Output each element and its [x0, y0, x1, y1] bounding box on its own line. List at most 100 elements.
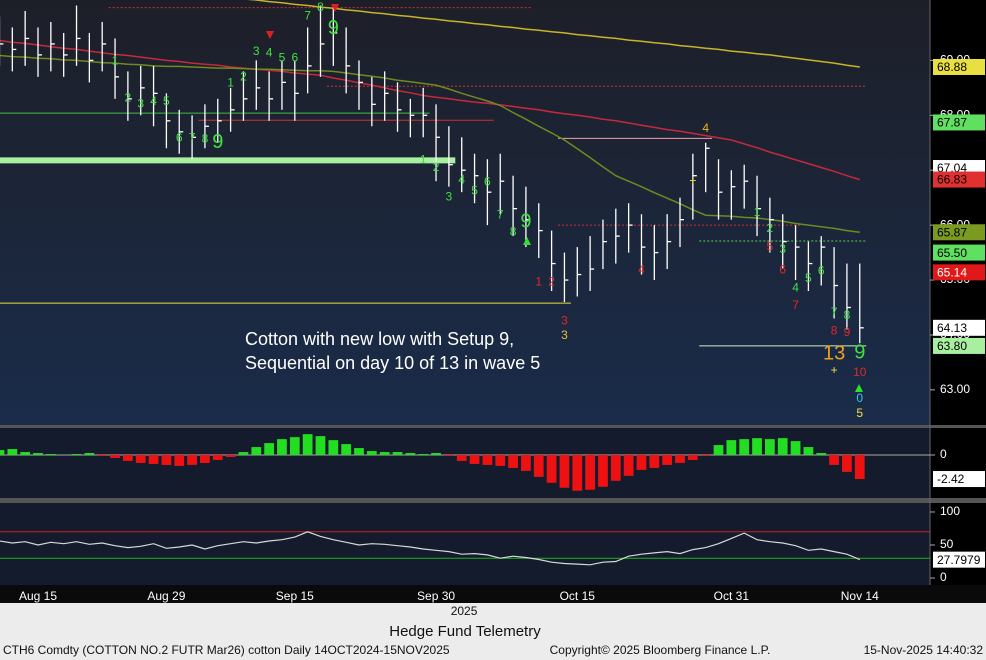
y-tick-label: 100: [940, 504, 960, 518]
moving-average: [247, 0, 860, 68]
histogram-bar: [405, 453, 416, 456]
count-label: 5: [471, 183, 478, 197]
x-tick-label: Oct 31: [714, 589, 750, 603]
price-tag: [933, 171, 985, 188]
oscillator-line: [0, 531, 861, 566]
histogram-bar: [135, 455, 146, 463]
panel-divider: [0, 425, 986, 428]
price-tag-label: 66.83: [937, 173, 967, 187]
price-panel: [0, 0, 930, 425]
histogram-bar: [546, 455, 557, 483]
histogram-bar: [662, 455, 673, 465]
count-label: 9: [854, 341, 865, 363]
date-axis: [0, 585, 986, 603]
sell-arrow: [331, 4, 339, 12]
x-tick-label: Aug 29: [147, 589, 185, 603]
histogram-bar: [431, 453, 441, 456]
histogram-bar: [854, 455, 865, 480]
histogram-bar: [713, 445, 724, 456]
histogram-bar: [33, 453, 43, 456]
histogram-bar: [341, 444, 352, 456]
count-label: 5: [805, 271, 812, 285]
count-label: 1: [420, 153, 427, 167]
histogram-bar: [7, 449, 18, 456]
histogram-bar: [495, 455, 506, 466]
histogram-bar: [161, 455, 172, 465]
count-label: 3: [561, 328, 568, 342]
count-label: 8: [844, 308, 851, 322]
moving-average: [0, 39, 861, 181]
count-label: 3: [779, 242, 786, 256]
count-label: 2: [548, 274, 555, 288]
count-label: 6: [484, 174, 491, 188]
histogram-bar: [148, 455, 159, 464]
histogram-bar: [45, 454, 56, 456]
price-tag: [933, 114, 985, 131]
count-label: 4: [702, 121, 709, 135]
histogram-bar: [444, 455, 454, 456]
count-label: 7: [792, 298, 799, 312]
histogram-bar: [187, 455, 197, 465]
count-label: 6: [779, 262, 786, 276]
histogram-bar: [533, 455, 544, 477]
timestamp: 15-Nov-2025 14:40:32: [864, 643, 984, 657]
histogram-bar: [354, 448, 364, 456]
histogram-bar: [816, 453, 827, 456]
histogram-bar: [174, 455, 185, 466]
histogram-bar: [225, 455, 236, 457]
histogram-bar: [572, 455, 583, 491]
histogram-bar: [110, 455, 120, 458]
count-label: 1: [112, 54, 119, 68]
price-tag-label: 67.87: [937, 116, 967, 130]
count-label: 5: [279, 50, 286, 64]
price-tag-label: 68.88: [937, 60, 967, 74]
count-label: 6: [291, 50, 298, 64]
footer-title: Hedge Fund Telemetry: [389, 623, 541, 640]
count-label: 4: [638, 262, 645, 276]
histogram-bar: [777, 438, 788, 456]
count-label: 3: [137, 97, 144, 111]
x-tick-label: Nov 14: [841, 589, 879, 603]
price-tag: [933, 551, 985, 568]
price-tag-label: 65.50: [937, 246, 967, 260]
count-label: 7: [497, 207, 504, 221]
count-label: 1: [535, 274, 542, 288]
histogram-bar: [829, 455, 839, 465]
count-label: 6: [176, 131, 183, 145]
price-tag: [933, 471, 985, 488]
count-label: 8: [317, 0, 324, 14]
count-label: 4: [458, 172, 465, 186]
histogram-bar: [418, 454, 429, 456]
count-label: 2: [433, 160, 440, 174]
histogram-bar: [790, 441, 801, 456]
panel-divider: [0, 498, 986, 503]
histogram-bar: [803, 447, 814, 456]
histogram-bar: [752, 438, 762, 456]
price-tag-label: 63.80: [937, 339, 967, 353]
histogram-bar: [238, 452, 249, 456]
count-label: 5: [163, 94, 170, 108]
histogram-bar: [0, 450, 5, 456]
count-label: 6: [818, 263, 825, 277]
histogram-bar: [482, 455, 493, 465]
histogram-bar: [84, 453, 95, 456]
histogram-bar: [264, 443, 274, 456]
count-label: 9: [844, 325, 851, 339]
histogram-bar: [20, 452, 31, 456]
footer: [0, 603, 986, 660]
histogram-bar: [328, 440, 339, 456]
histogram-bar: [277, 439, 287, 456]
count-label: 13: [823, 342, 845, 364]
histogram-bar: [251, 447, 262, 456]
x-tick-label: Oct 15: [560, 589, 596, 603]
histogram-bar: [392, 452, 403, 456]
count-label: 4: [150, 94, 157, 108]
price-tag: [933, 224, 985, 241]
count-label: 7: [304, 9, 311, 23]
count-label: 9: [328, 17, 339, 39]
histogram-bar: [469, 455, 480, 464]
histogram-bar: [508, 455, 518, 468]
price-tag-label: 64.13: [937, 321, 967, 335]
